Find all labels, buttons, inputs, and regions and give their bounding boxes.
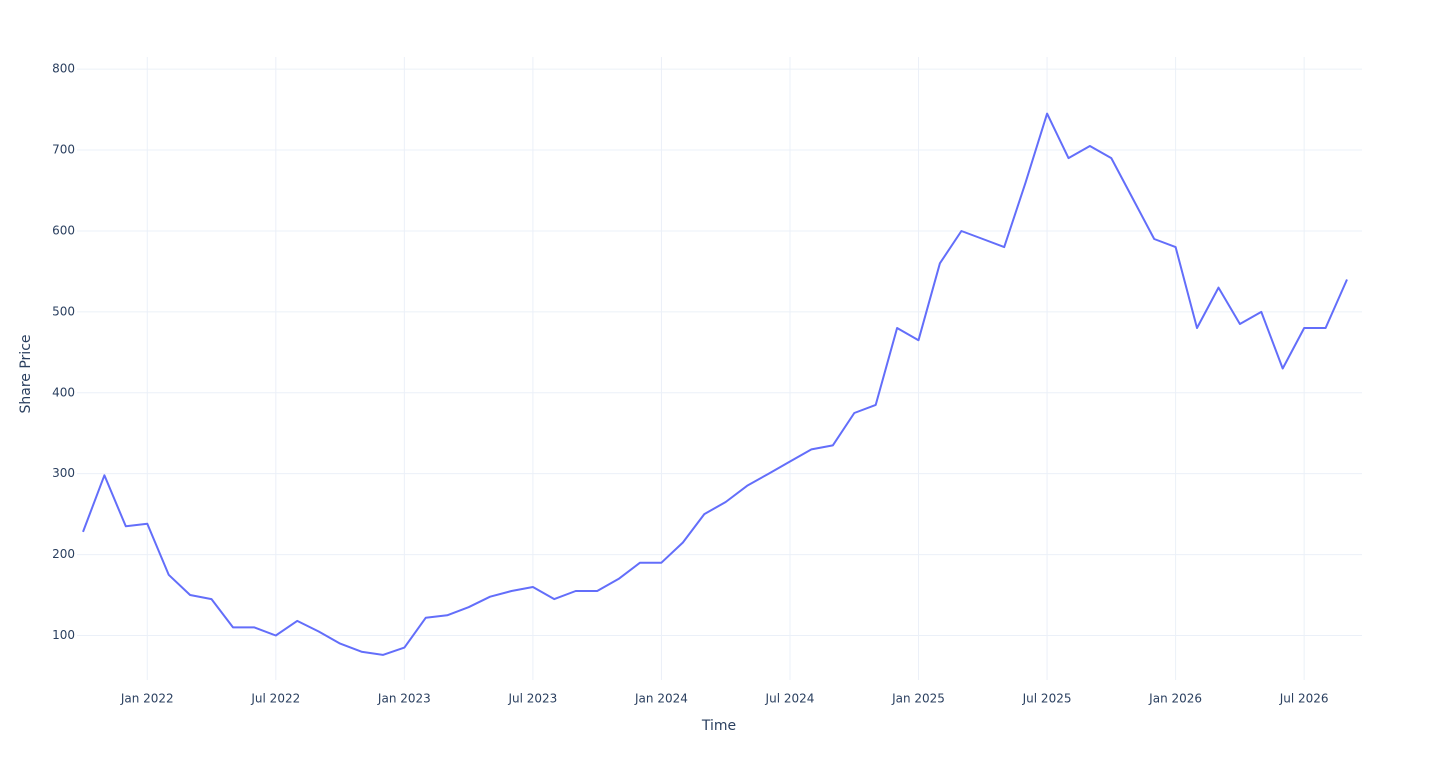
x-tick-label: Jan 2025	[891, 692, 945, 706]
line-series	[82, 112, 1348, 656]
x-tick-label: Jul 2026	[1279, 692, 1329, 706]
y-tick-label: 300	[52, 466, 75, 480]
x-tick-label: Jan 2023	[377, 692, 431, 706]
x-tick-label: Jan 2024	[634, 692, 688, 706]
y-axis-title: Share Price	[18, 334, 34, 413]
y-tick-label: 200	[52, 547, 75, 561]
y-tick-label: 600	[52, 223, 75, 237]
x-tick-label: Jul 2025	[1022, 692, 1072, 706]
y-tick-label: 100	[52, 628, 75, 642]
x-tick-label: Jul 2022	[250, 692, 300, 706]
y-tick-label: 700	[52, 143, 75, 157]
x-tick-label: Jan 2022	[120, 692, 174, 706]
y-tick-label: 800	[52, 62, 75, 76]
grid	[77, 57, 1362, 680]
x-tick-label: Jan 2026	[1148, 692, 1202, 706]
x-tick-label: Jul 2024	[765, 692, 815, 706]
y-tick-label: 400	[52, 385, 75, 399]
y-tick-label: 500	[52, 304, 75, 318]
x-axis-title: Time	[701, 718, 736, 734]
x-tick-label: Jul 2023	[507, 692, 557, 706]
